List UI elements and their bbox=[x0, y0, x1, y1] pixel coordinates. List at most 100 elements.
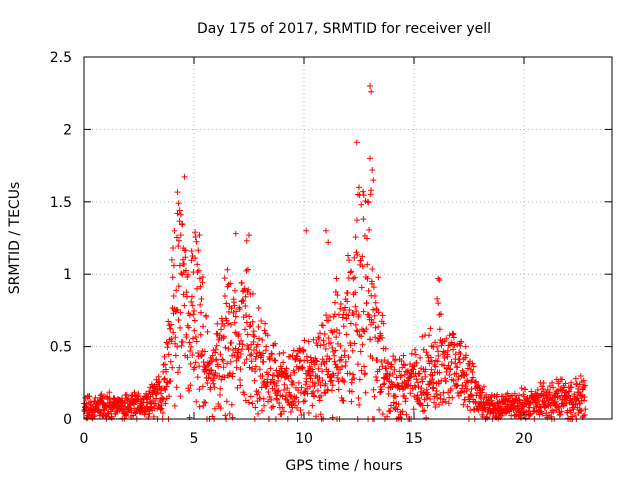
data-point bbox=[359, 263, 366, 270]
data-point bbox=[480, 383, 487, 390]
data-point bbox=[402, 395, 409, 402]
data-point bbox=[578, 392, 585, 399]
data-point bbox=[163, 368, 170, 375]
data-point bbox=[434, 394, 441, 401]
data-point bbox=[194, 374, 201, 381]
data-point bbox=[183, 293, 190, 300]
data-point bbox=[237, 366, 244, 373]
data-point bbox=[397, 411, 404, 418]
data-point bbox=[255, 389, 262, 396]
data-point bbox=[171, 227, 178, 234]
data-point bbox=[172, 334, 179, 341]
data-point bbox=[530, 408, 537, 415]
data-point bbox=[195, 247, 202, 254]
data-point bbox=[221, 374, 228, 381]
data-point bbox=[442, 378, 449, 385]
data-point bbox=[232, 287, 239, 294]
data-point bbox=[461, 388, 468, 395]
data-point bbox=[212, 346, 219, 353]
data-point bbox=[549, 407, 556, 414]
data-point bbox=[206, 370, 213, 377]
data-point bbox=[372, 373, 379, 380]
data-point bbox=[254, 341, 261, 348]
data-point bbox=[372, 299, 379, 306]
data-point bbox=[295, 387, 302, 394]
data-point bbox=[182, 247, 189, 254]
data-point bbox=[549, 379, 556, 386]
data-point bbox=[528, 388, 535, 395]
data-point bbox=[351, 274, 358, 281]
data-point bbox=[360, 192, 367, 199]
data-point bbox=[295, 398, 302, 405]
data-point bbox=[228, 401, 235, 408]
data-point bbox=[530, 404, 537, 411]
data-point bbox=[340, 323, 347, 330]
data-point bbox=[333, 326, 340, 333]
data-point bbox=[363, 326, 370, 333]
data-point bbox=[560, 403, 567, 410]
data-point bbox=[290, 347, 297, 354]
data-point bbox=[236, 304, 243, 311]
data-point bbox=[191, 307, 198, 314]
data-point bbox=[276, 400, 283, 407]
data-point bbox=[181, 173, 188, 180]
data-point bbox=[261, 402, 268, 409]
data-point bbox=[215, 363, 222, 370]
data-point bbox=[511, 390, 518, 397]
data-point bbox=[202, 366, 209, 373]
data-point bbox=[181, 302, 188, 309]
data-point bbox=[436, 276, 443, 283]
data-point bbox=[432, 363, 439, 370]
data-point bbox=[330, 372, 337, 379]
data-point bbox=[177, 393, 184, 400]
data-point bbox=[579, 386, 586, 393]
data-point bbox=[196, 232, 203, 239]
data-point bbox=[354, 191, 361, 198]
data-point bbox=[459, 382, 466, 389]
data-point bbox=[248, 358, 255, 365]
data-point bbox=[427, 395, 434, 402]
data-point bbox=[370, 319, 377, 326]
data-point bbox=[458, 338, 465, 345]
data-point bbox=[539, 410, 546, 417]
data-point bbox=[581, 397, 588, 404]
data-point bbox=[492, 413, 499, 420]
data-point bbox=[251, 346, 258, 353]
data-point bbox=[446, 372, 453, 379]
data-point bbox=[187, 360, 194, 367]
data-point bbox=[380, 320, 387, 327]
data-point bbox=[242, 303, 249, 310]
data-point bbox=[323, 312, 330, 319]
data-point bbox=[305, 409, 312, 416]
data-point bbox=[415, 383, 422, 390]
data-point bbox=[192, 255, 199, 262]
data-point bbox=[441, 355, 448, 362]
data-point bbox=[251, 333, 258, 340]
data-point bbox=[193, 398, 200, 405]
data-point bbox=[355, 394, 362, 401]
data-point bbox=[470, 363, 477, 370]
data-point bbox=[577, 373, 584, 380]
data-point bbox=[168, 338, 175, 345]
data-point bbox=[319, 368, 326, 375]
data-point bbox=[337, 301, 344, 308]
data-point bbox=[365, 287, 372, 294]
data-point bbox=[175, 316, 182, 323]
data-point bbox=[371, 293, 378, 300]
data-point bbox=[198, 295, 205, 302]
data-point bbox=[250, 338, 257, 345]
data-point bbox=[216, 372, 223, 379]
data-point bbox=[379, 312, 386, 319]
data-point bbox=[580, 377, 587, 384]
data-point bbox=[362, 389, 369, 396]
data-point bbox=[572, 375, 579, 382]
data-point bbox=[317, 382, 324, 389]
data-point bbox=[260, 395, 267, 402]
data-point bbox=[371, 393, 378, 400]
data-point bbox=[518, 385, 525, 392]
data-point bbox=[301, 337, 308, 344]
data-point bbox=[455, 392, 462, 399]
data-point bbox=[258, 407, 265, 414]
data-point bbox=[550, 408, 557, 415]
data-point bbox=[123, 391, 130, 398]
